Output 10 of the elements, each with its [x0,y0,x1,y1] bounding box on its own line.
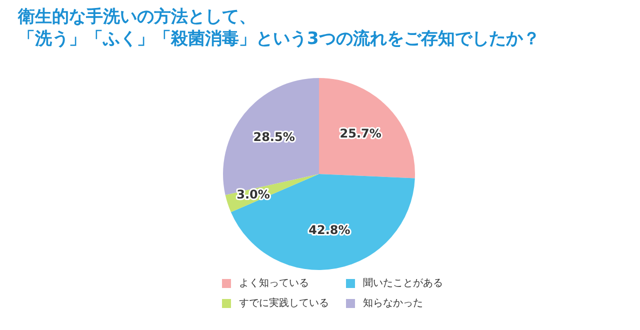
data-label: 42.8% [308,222,350,237]
data-label: 3.0% [236,187,270,202]
data-label: 25.7% [340,126,382,140]
chart-subtitle: 「洗う」「ふく」「殺菌消毒」という3つの流れをご存知でしたか？ [18,28,540,50]
legend-label: よく知っている [239,277,309,290]
legend-label: 知らなかった [363,297,423,310]
legend-label: 聞いたことがある [363,277,443,290]
chart-title: 衛生的な手洗いの方法として、 [18,6,257,28]
legend-label: すでに実践している [239,296,329,310]
data-label: 28.5% [253,130,295,144]
